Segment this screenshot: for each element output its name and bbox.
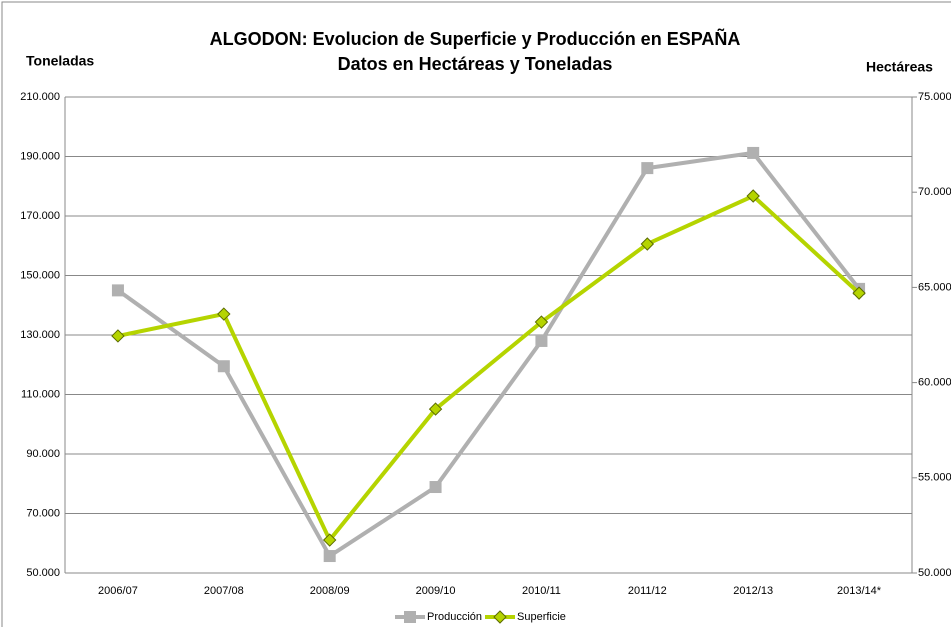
legend-label: Superficie bbox=[517, 611, 566, 623]
marker bbox=[429, 481, 442, 494]
marker bbox=[747, 146, 760, 159]
marker bbox=[111, 284, 124, 297]
y2-tick-label: 70.000 bbox=[918, 186, 951, 198]
marker bbox=[322, 533, 337, 547]
x-tick-label: 2013/14* bbox=[837, 585, 882, 597]
x-tick-label: 2010/11 bbox=[522, 585, 561, 597]
y-axis-label: Toneladas bbox=[26, 53, 94, 69]
y-tick-label: 90.000 bbox=[26, 448, 60, 460]
y-tick-label: 210.000 bbox=[20, 91, 60, 103]
marker bbox=[534, 315, 549, 329]
y-tick-label: 190.000 bbox=[20, 150, 60, 162]
legend-label: Producción bbox=[427, 611, 482, 623]
marker bbox=[746, 189, 760, 203]
y2-tick-label: 75.000 bbox=[918, 91, 951, 103]
y-tick-label: 170.000 bbox=[20, 210, 60, 222]
series-line bbox=[116, 150, 861, 559]
x-tick-label: 2012/13 bbox=[733, 585, 773, 597]
marker bbox=[217, 360, 230, 373]
x-tick-label: 2009/10 bbox=[416, 585, 456, 597]
y2-tick-label: 50.000 bbox=[918, 567, 951, 579]
series-line bbox=[117, 193, 861, 544]
marker bbox=[217, 307, 231, 321]
marker bbox=[111, 329, 125, 343]
x-tick-label: 2008/09 bbox=[310, 585, 350, 597]
y-tick-label: 110.000 bbox=[21, 388, 60, 400]
marker bbox=[493, 610, 507, 624]
marker bbox=[404, 611, 416, 623]
y-tick-label: 70.000 bbox=[26, 507, 60, 519]
marker bbox=[641, 162, 654, 175]
y-tick-label: 130.000 bbox=[20, 329, 60, 341]
y2-axis-label: Hectáreas bbox=[866, 59, 933, 75]
x-tick-label: 2007/08 bbox=[204, 585, 244, 597]
marker bbox=[640, 237, 655, 251]
x-tick-label: 2011/12 bbox=[628, 585, 667, 597]
marker bbox=[852, 286, 866, 300]
y2-tick-label: 55.000 bbox=[918, 472, 951, 484]
x-tick-label: 2006/07 bbox=[98, 585, 138, 597]
y2-tick-label: 65.000 bbox=[918, 281, 951, 293]
y-tick-label: 50.000 bbox=[26, 567, 60, 579]
y-tick-label: 150.000 bbox=[20, 269, 60, 281]
y2-tick-label: 60.000 bbox=[918, 377, 951, 389]
chart-subtitle: Datos en Hectáreas y Toneladas bbox=[338, 54, 613, 74]
marker bbox=[428, 402, 443, 416]
chart-title: ALGODON: Evolucion de Superficie y Produ… bbox=[210, 28, 741, 49]
marker bbox=[323, 550, 336, 563]
marker bbox=[535, 334, 548, 347]
